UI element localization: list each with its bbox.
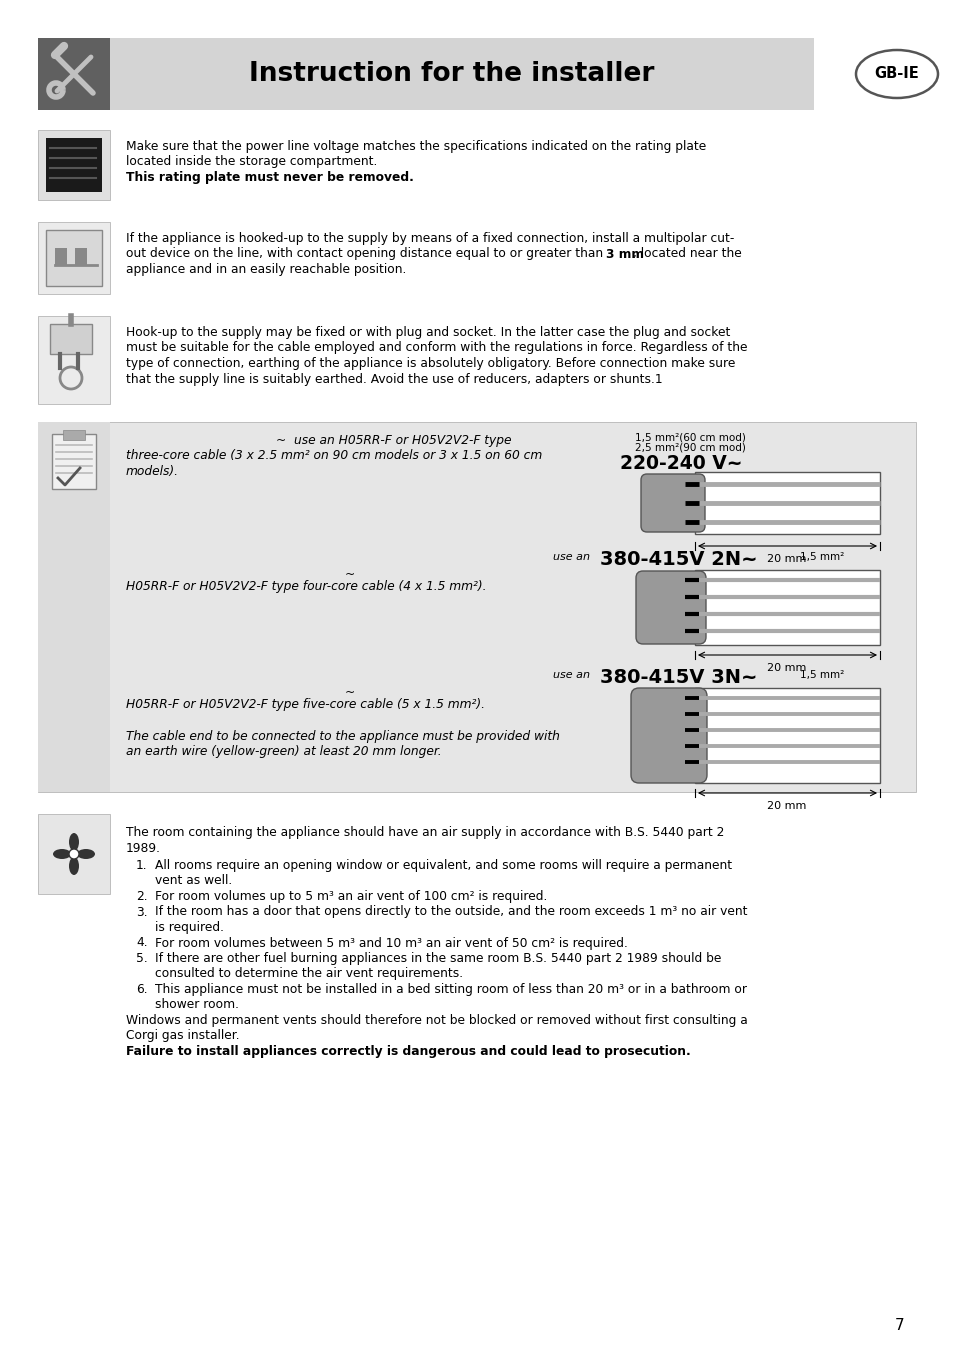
Text: 6.: 6. bbox=[136, 983, 148, 996]
Text: three-core cable (3 x 2.5 mm² on 90 cm models or 3 x 1.5 on 60 cm: three-core cable (3 x 2.5 mm² on 90 cm m… bbox=[126, 450, 541, 463]
Text: ~: ~ bbox=[345, 568, 355, 580]
Text: H05RR-F or H05V2V2-F type five-core cable (5 x 1.5 mm²).: H05RR-F or H05V2V2-F type five-core cabl… bbox=[126, 698, 484, 711]
Text: If there are other fuel burning appliances in the same room B.S. 5440 part 2 198: If there are other fuel burning applianc… bbox=[154, 952, 720, 965]
Bar bbox=[46, 230, 102, 286]
Text: 3 mm: 3 mm bbox=[605, 247, 643, 261]
Text: 1,5 mm²: 1,5 mm² bbox=[800, 552, 843, 562]
Text: 1,5 mm²(60 cm mod): 1,5 mm²(60 cm mod) bbox=[635, 432, 745, 441]
Text: 220-240 V~: 220-240 V~ bbox=[619, 454, 741, 472]
Bar bbox=[38, 423, 110, 792]
FancyBboxPatch shape bbox=[640, 474, 704, 532]
Text: Corgi gas installer.: Corgi gas installer. bbox=[126, 1030, 239, 1042]
Text: If the room has a door that opens directly to the outside, and the room exceeds : If the room has a door that opens direct… bbox=[154, 906, 747, 918]
Text: appliance and in an easily reachable position.: appliance and in an easily reachable pos… bbox=[126, 263, 406, 275]
Text: This appliance must not be installed in a bed sitting room of less than 20 m³ or: This appliance must not be installed in … bbox=[154, 983, 746, 996]
Bar bbox=[55, 248, 67, 266]
Bar bbox=[695, 472, 879, 535]
Bar bbox=[38, 38, 813, 109]
Bar bbox=[695, 688, 879, 783]
Text: ~: ~ bbox=[345, 686, 355, 699]
Text: 5.: 5. bbox=[136, 952, 148, 965]
Text: shower room.: shower room. bbox=[154, 999, 239, 1011]
Text: 380-415V 2N~: 380-415V 2N~ bbox=[599, 549, 757, 568]
Bar bbox=[63, 431, 85, 440]
Text: Make sure that the power line voltage matches the specifications indicated on th: Make sure that the power line voltage ma… bbox=[126, 140, 705, 153]
Bar bbox=[38, 130, 110, 200]
Text: located inside the storage compartment.: located inside the storage compartment. bbox=[126, 155, 377, 169]
Text: 7: 7 bbox=[894, 1318, 903, 1332]
Text: 380-415V 3N~: 380-415V 3N~ bbox=[599, 668, 757, 687]
Text: 2,5 mm²(90 cm mod): 2,5 mm²(90 cm mod) bbox=[635, 443, 745, 454]
Text: models).: models). bbox=[126, 464, 179, 478]
Text: that the supply line is suitably earthed. Avoid the use of reducers, adapters or: that the supply line is suitably earthed… bbox=[126, 373, 662, 386]
Text: GB-IE: GB-IE bbox=[874, 66, 919, 81]
Text: Windows and permanent vents should therefore not be blocked or removed without f: Windows and permanent vents should there… bbox=[126, 1014, 747, 1027]
Text: Instruction for the installer: Instruction for the installer bbox=[249, 61, 654, 86]
Text: The room containing the appliance should have an air supply in accordance with B: The room containing the appliance should… bbox=[126, 826, 723, 838]
Text: out device on the line, with contact opening distance equal to or greater than: out device on the line, with contact ope… bbox=[126, 247, 606, 261]
Text: Hook-up to the supply may be fixed or with plug and socket. In the latter case t: Hook-up to the supply may be fixed or wi… bbox=[126, 325, 730, 339]
Text: All rooms require an opening window or equivalent, and some rooms will require a: All rooms require an opening window or e… bbox=[154, 859, 731, 872]
Bar bbox=[695, 570, 879, 645]
Bar bbox=[38, 423, 915, 792]
FancyBboxPatch shape bbox=[636, 571, 705, 644]
Circle shape bbox=[69, 849, 79, 859]
Bar bbox=[38, 221, 110, 294]
Text: use an: use an bbox=[553, 670, 589, 680]
Text: use an: use an bbox=[553, 552, 589, 562]
Text: 1.: 1. bbox=[136, 859, 148, 872]
Text: ~  use an H05RR-F or H05V2V2-F type: ~ use an H05RR-F or H05V2V2-F type bbox=[276, 433, 512, 447]
Text: is required.: is required. bbox=[154, 921, 224, 934]
Text: Failure to install appliances correctly is dangerous and could lead to prosecuti: Failure to install appliances correctly … bbox=[126, 1045, 690, 1058]
Bar bbox=[38, 814, 110, 894]
Ellipse shape bbox=[53, 849, 71, 859]
Text: The cable end to be connected to the appliance must be provided with: The cable end to be connected to the app… bbox=[126, 730, 559, 742]
Ellipse shape bbox=[69, 857, 79, 875]
Text: must be suitable for the cable employed and conform with the regulations in forc: must be suitable for the cable employed … bbox=[126, 342, 747, 355]
Text: This rating plate must never be removed.: This rating plate must never be removed. bbox=[126, 171, 414, 184]
Text: 1,5 mm²: 1,5 mm² bbox=[800, 670, 843, 680]
Ellipse shape bbox=[69, 833, 79, 851]
Text: consulted to determine the air vent requirements.: consulted to determine the air vent requ… bbox=[154, 968, 462, 980]
Text: an earth wire (yellow-green) at least 20 mm longer.: an earth wire (yellow-green) at least 20… bbox=[126, 745, 441, 757]
Bar bbox=[38, 316, 110, 404]
Text: 1989.: 1989. bbox=[126, 841, 161, 855]
Bar bbox=[75, 248, 87, 266]
Text: H05RR-F or H05V2V2-F type four-core cable (4 x 1.5 mm²).: H05RR-F or H05V2V2-F type four-core cabl… bbox=[126, 580, 486, 593]
Bar bbox=[38, 38, 110, 109]
Text: type of connection, earthing of the appliance is absolutely obligatory. Before c: type of connection, earthing of the appl… bbox=[126, 356, 735, 370]
Text: 20 mm: 20 mm bbox=[766, 801, 806, 811]
Bar bbox=[52, 433, 96, 489]
Bar bbox=[46, 138, 102, 192]
Text: 20 mm: 20 mm bbox=[766, 663, 806, 674]
Text: 4.: 4. bbox=[136, 937, 148, 949]
Text: For room volumes between 5 m³ and 10 m³ an air vent of 50 cm² is required.: For room volumes between 5 m³ and 10 m³ … bbox=[154, 937, 627, 949]
Text: For room volumes up to 5 m³ an air vent of 100 cm² is required.: For room volumes up to 5 m³ an air vent … bbox=[154, 890, 547, 903]
Text: vent as well.: vent as well. bbox=[154, 875, 232, 887]
Text: 2.: 2. bbox=[136, 890, 148, 903]
Text: 20 mm: 20 mm bbox=[766, 554, 806, 564]
Text: 3.: 3. bbox=[136, 906, 148, 918]
Text: , located near the: , located near the bbox=[633, 247, 741, 261]
Text: If the appliance is hooked-up to the supply by means of a fixed connection, inst: If the appliance is hooked-up to the sup… bbox=[126, 232, 734, 244]
Ellipse shape bbox=[77, 849, 95, 859]
Bar bbox=[50, 324, 91, 354]
FancyBboxPatch shape bbox=[630, 688, 706, 783]
